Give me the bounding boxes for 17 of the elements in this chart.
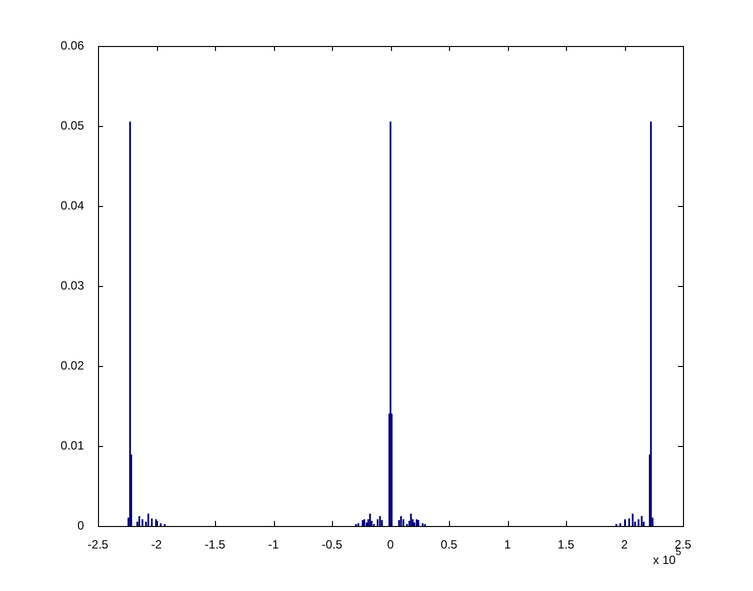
x-tick-label: 2 xyxy=(621,538,628,552)
y-tick-label: 0.02 xyxy=(60,358,84,372)
y-tick-label: 0 xyxy=(77,518,84,532)
x-tick-label: -1 xyxy=(268,538,280,552)
x-tick-label: 0 xyxy=(387,538,394,552)
x-tick-label: -1.5 xyxy=(204,538,226,552)
y-tick-label: 0.01 xyxy=(60,438,84,452)
y-tick-label: 0.03 xyxy=(60,278,84,292)
x-tick-label: -2.5 xyxy=(88,538,109,552)
x-tick-label: 1.5 xyxy=(558,538,575,552)
y-tick-label: 0.05 xyxy=(60,118,84,132)
x-tick-label: 0.5 xyxy=(440,538,458,552)
y-tick-label: 0.06 xyxy=(60,38,84,52)
y-tick-label: 0.04 xyxy=(60,198,84,212)
x-tick-label: -2 xyxy=(151,538,162,552)
x-tick-label: 1 xyxy=(504,538,512,552)
x-tick-label: -0.5 xyxy=(322,538,343,552)
